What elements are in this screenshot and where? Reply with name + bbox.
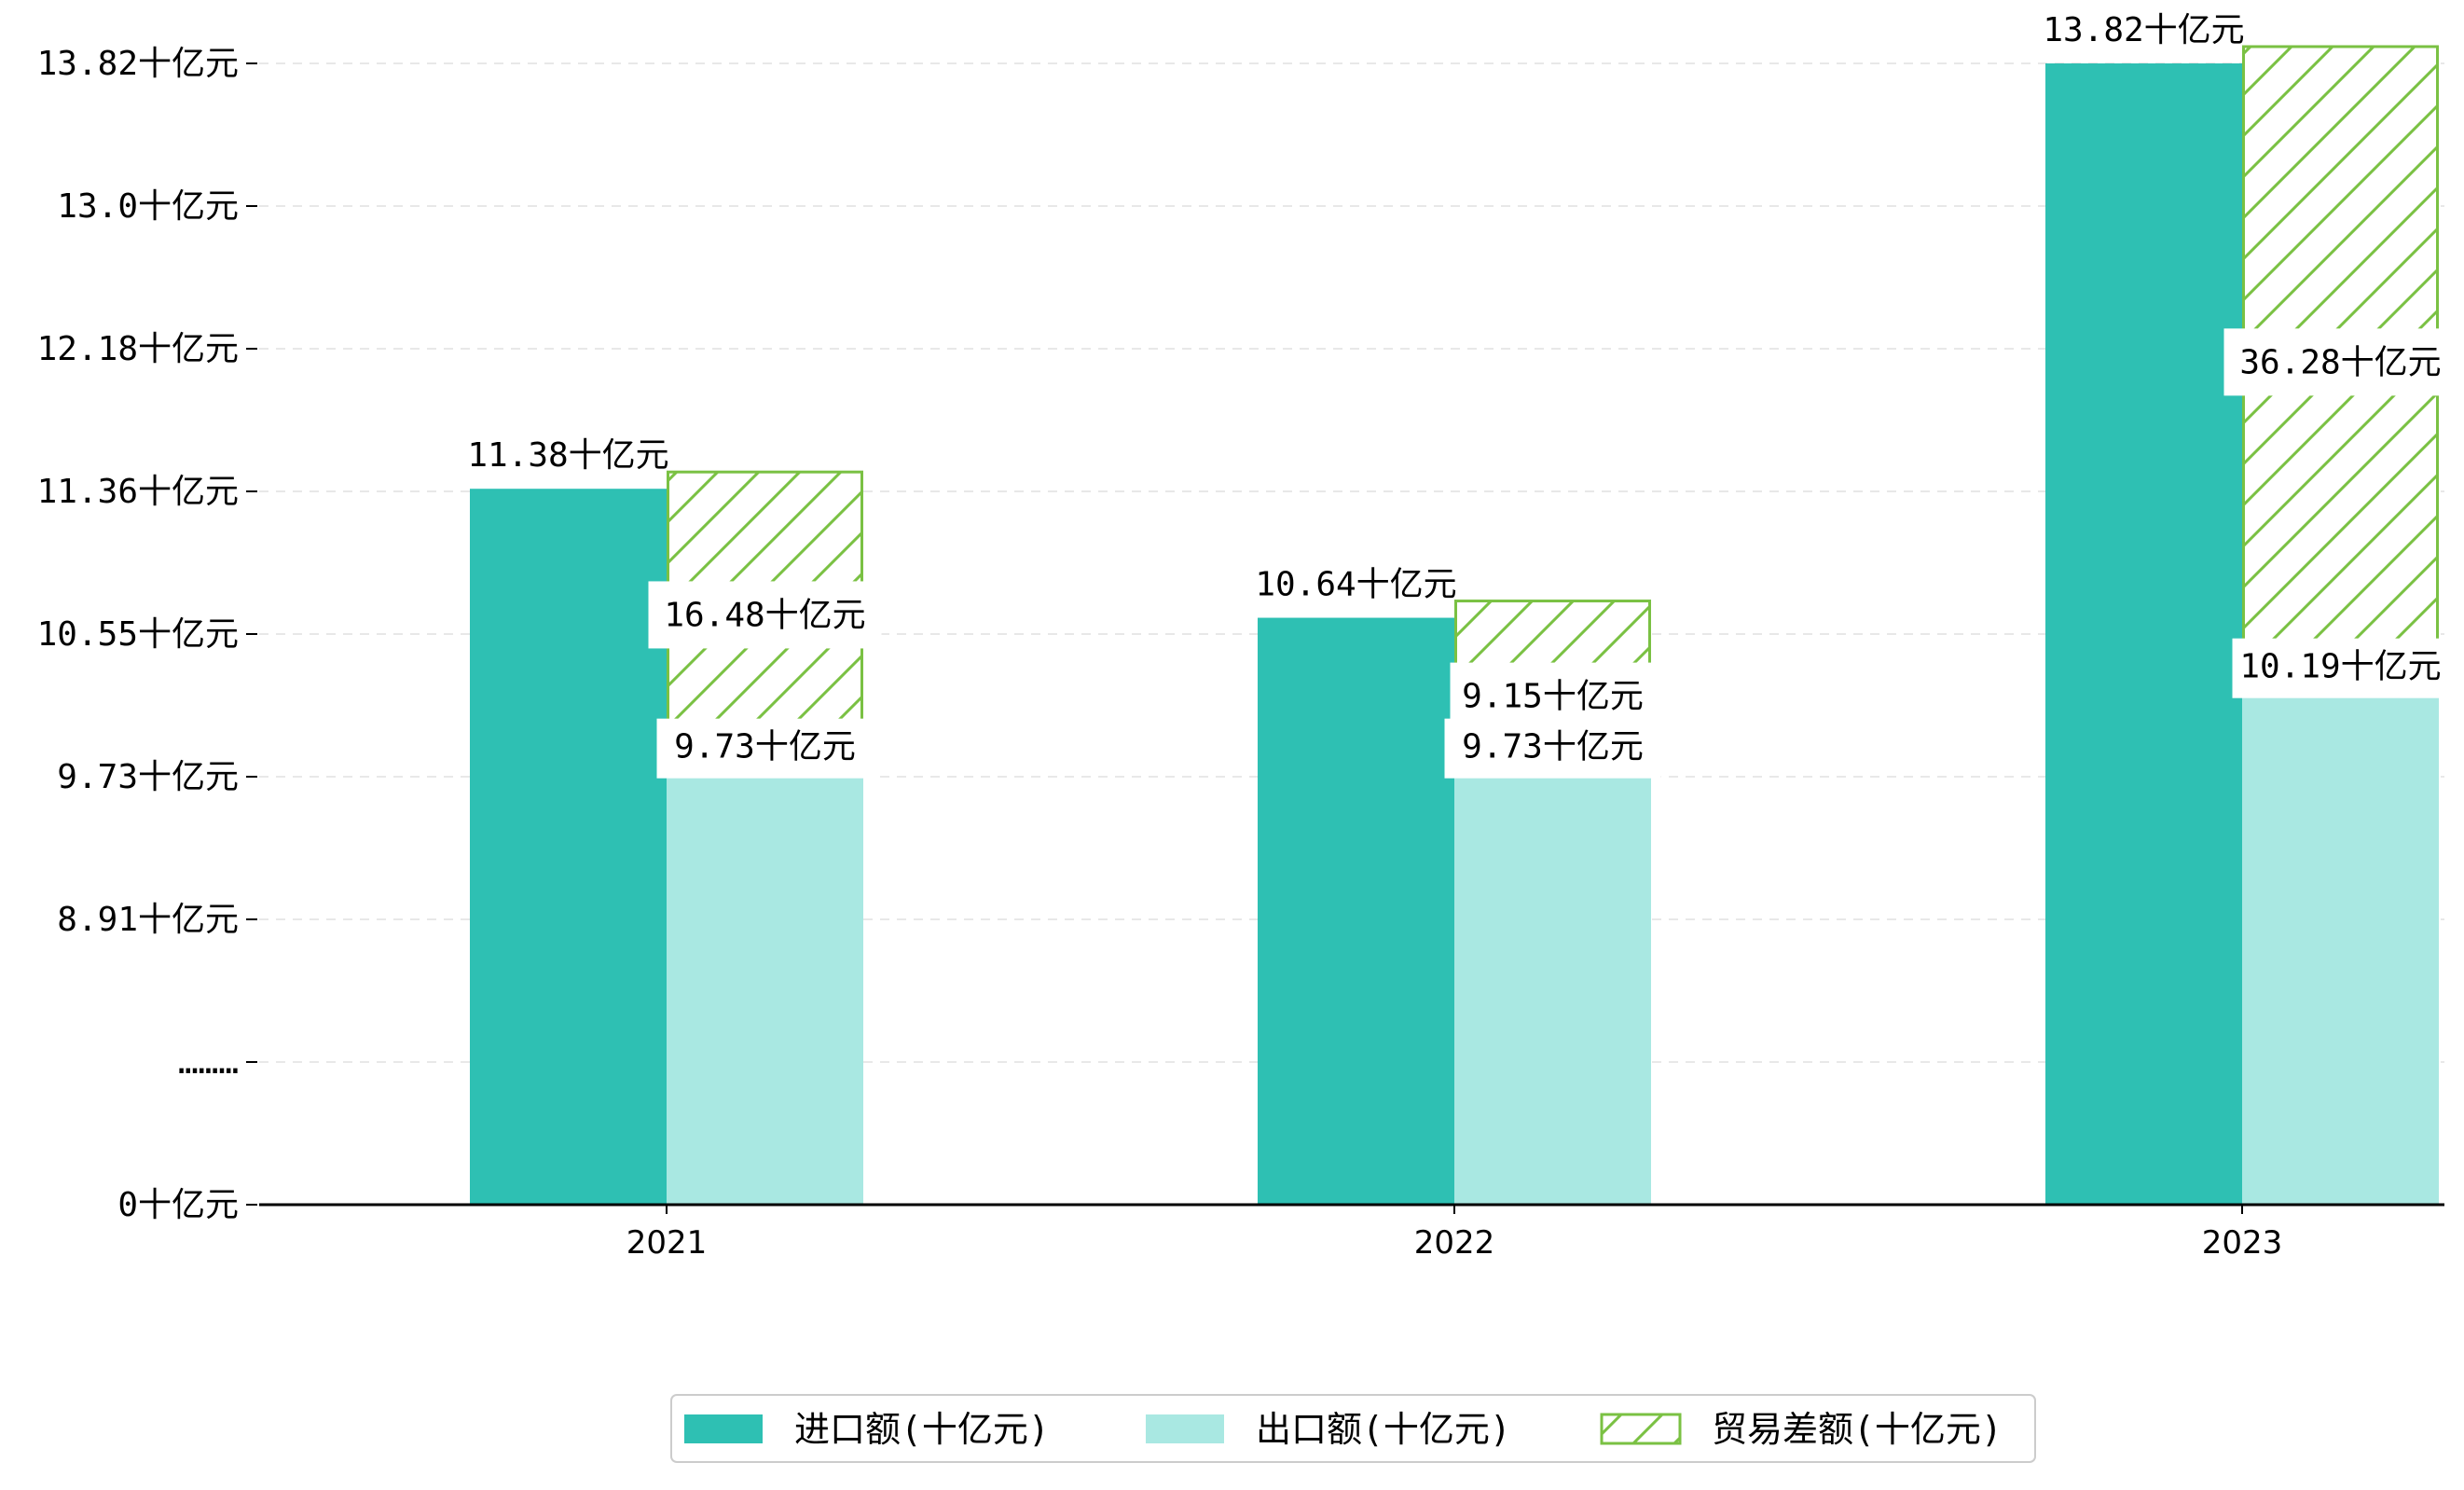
data-label-box	[2223, 328, 2457, 396]
legend-box	[670, 1394, 2036, 1463]
y-tick-label: 9.73十亿元	[57, 758, 239, 796]
data-label-balance: 36.28十亿元	[2239, 343, 2441, 381]
data-label-import: 11.38十亿元	[467, 436, 668, 475]
y-tick-label: 12.18十亿元	[37, 330, 239, 368]
data-label-export: 9.73十亿元	[674, 728, 856, 766]
bar-export	[2242, 696, 2439, 1205]
legend-label: 进口额(十亿元)	[794, 1409, 1050, 1450]
data-label-box	[656, 718, 874, 779]
axes: 0十亿元 ……… 8.91十亿元 9.73十亿元 10.55十亿元 11.36十亿元 12.…	[37, 45, 2444, 1262]
bar-export	[667, 776, 863, 1205]
x-tick-label: 2022	[1414, 1224, 1495, 1262]
data-label-box	[1450, 662, 1656, 730]
data-label-balance: 9.15十亿元	[1462, 678, 1644, 716]
data-label-balance: 16.48十亿元	[664, 596, 865, 634]
legend: 进口额(十亿元) 出口额(十亿元) 贸易差额(十亿元)	[670, 1394, 2036, 1463]
y-tick-label: ………	[178, 1043, 239, 1082]
data-label-box	[648, 581, 882, 649]
x-tick-label: 2023	[2202, 1224, 2283, 1262]
legend-label: 贸易差额(十亿元)	[1712, 1409, 2003, 1450]
data-label-box	[2232, 638, 2449, 698]
legend-swatch	[684, 1414, 763, 1443]
y-tick-label: 10.55十亿元	[37, 615, 239, 654]
bar-import	[1258, 617, 1454, 1205]
bar-import	[2045, 63, 2242, 1205]
legend-swatch	[1146, 1414, 1224, 1443]
y-tick-label: 13.82十亿元	[37, 45, 239, 83]
legend-swatch	[1600, 1413, 1682, 1445]
y-tick-label: 13.0十亿元	[57, 187, 239, 226]
y-tick-label: 11.36十亿元	[37, 473, 239, 511]
y-tick-label: 0十亿元	[117, 1186, 239, 1224]
data-labels: 11.38十亿元 9.73十亿元 16.48十亿元 10.64十亿元 9.73十亿元 9.…	[467, 11, 2457, 779]
bar-import	[470, 489, 667, 1205]
data-label-export: 9.73十亿元	[1462, 728, 1644, 766]
legend-label: 出口额(十亿元)	[1256, 1409, 1511, 1450]
data-label-import: 10.64十亿元	[1255, 566, 1456, 604]
data-label-import: 13.82十亿元	[2043, 11, 2244, 49]
x-tick-label: 2021	[626, 1224, 708, 1262]
data-label-export: 10.19十亿元	[2239, 648, 2441, 686]
bar-export	[1454, 776, 1651, 1205]
y-tick-label: 8.91十亿元	[57, 901, 239, 939]
